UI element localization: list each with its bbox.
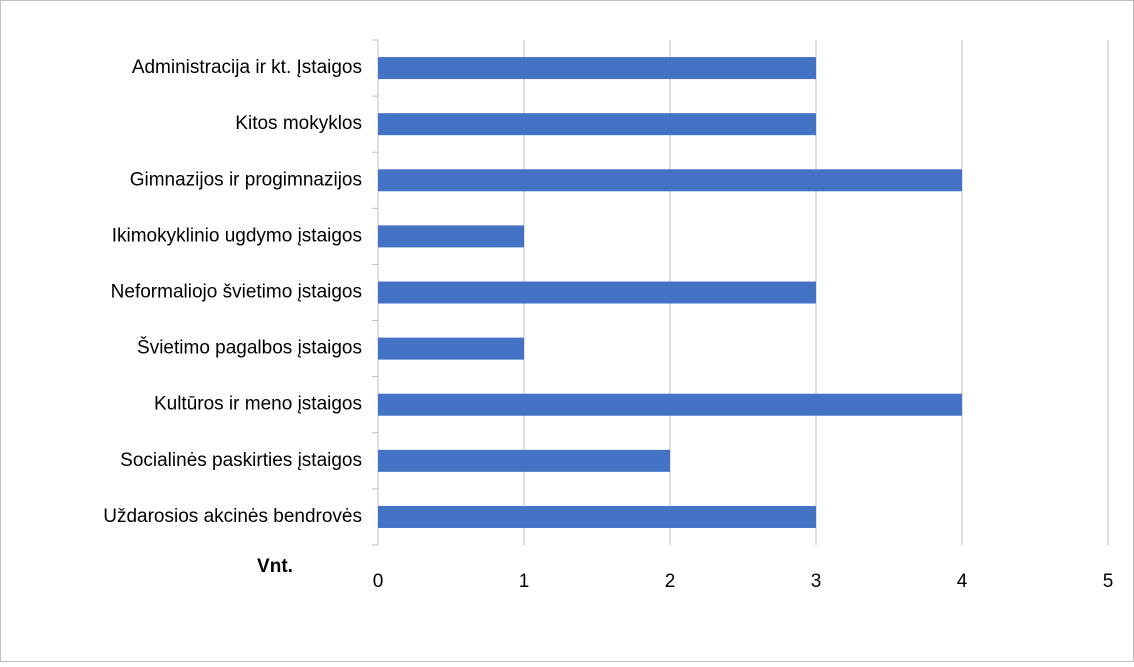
x-axis-label: Vnt. — [257, 556, 293, 577]
bar — [378, 113, 816, 136]
x-tick-label: 3 — [811, 571, 822, 592]
bar — [378, 337, 524, 360]
x-tick-label: 1 — [519, 571, 530, 592]
y-tick-label: Socialinės paskirties įstaigos — [120, 450, 362, 471]
y-tick-label: Uždarosios akcinės bendrovės — [103, 506, 362, 527]
bar — [378, 393, 962, 416]
x-tick-label: 0 — [373, 571, 384, 592]
x-tick-label: 2 — [665, 571, 676, 592]
y-tick-label: Administracija ir kt. Įstaigos — [132, 57, 362, 78]
bar — [378, 57, 816, 80]
bar — [378, 449, 670, 472]
y-tick-label: Švietimo pagalbos įstaigos — [137, 337, 362, 359]
x-tick-label: 5 — [1103, 571, 1114, 592]
y-tick-label: Neformaliojo švietimo įstaigos — [111, 282, 362, 303]
bar — [378, 169, 962, 192]
bar — [378, 281, 816, 304]
x-tick-label: 4 — [957, 571, 968, 592]
y-tick-label: Gimnazijos ir progimnazijos — [130, 169, 362, 190]
bar — [378, 505, 816, 528]
bar — [378, 225, 524, 248]
y-tick-label: Kitos mokyklos — [235, 113, 362, 134]
y-tick-label: Ikimokyklinio ugdymo įstaigos — [112, 225, 362, 246]
y-tick-label: Kultūros ir meno įstaigos — [154, 394, 362, 415]
